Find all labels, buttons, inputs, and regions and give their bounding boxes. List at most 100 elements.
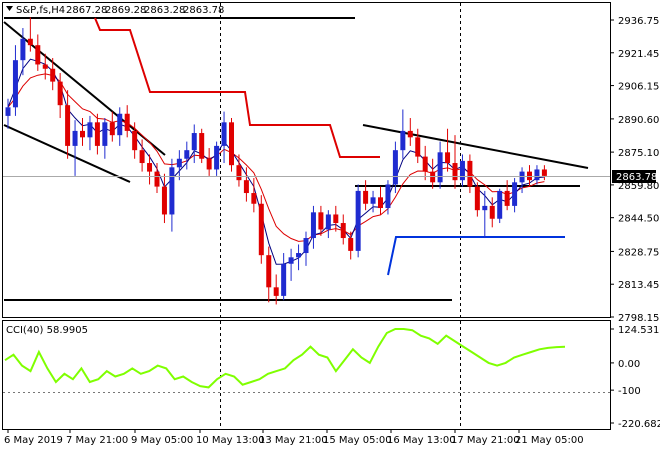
- bull-candle: [482, 205, 488, 211]
- bear-candle: [161, 186, 167, 215]
- price-tick-label: 2844.50: [618, 214, 659, 225]
- bull-candle: [385, 184, 391, 209]
- bull-candle: [497, 190, 503, 219]
- bear-candle: [489, 205, 495, 219]
- bull-candle: [296, 253, 302, 258]
- cci-tick-label: -100: [618, 386, 641, 397]
- low-value: 2863.28: [144, 5, 185, 16]
- bear-candle: [27, 38, 33, 46]
- time-tick-label: 21 May 05:00: [515, 435, 584, 446]
- dropdown-triangle-icon[interactable]: [6, 6, 13, 11]
- bear-candle: [258, 203, 264, 256]
- bear-candle: [132, 130, 138, 151]
- ma-fast-line: [7, 73, 545, 242]
- time-tick-label: 16 May 13:00: [387, 435, 456, 446]
- bear-candle: [251, 193, 257, 204]
- bear-candle: [273, 287, 279, 296]
- price-tick-label: 2828.75: [618, 247, 659, 258]
- price-tick-label: 2890.60: [618, 115, 659, 126]
- cci-tick-label: -220.6828: [618, 419, 660, 430]
- bull-candle: [437, 152, 443, 183]
- bear-candle: [445, 152, 451, 164]
- cci-panel-frame: [2, 320, 611, 430]
- bear-candle: [50, 68, 56, 82]
- open-value: 2867.28: [66, 5, 107, 16]
- bull-candle: [288, 257, 294, 264]
- bear-candle: [42, 64, 48, 69]
- time-tick-label: 10 May 13:00: [196, 435, 265, 446]
- time-tick-label: 9 May 05:00: [131, 435, 193, 446]
- bear-candle: [147, 163, 153, 172]
- bull-candle: [325, 214, 331, 230]
- bull-candle: [221, 122, 227, 146]
- current-price-box: [612, 170, 656, 183]
- time-tick-label: 17 May 21:00: [451, 435, 520, 446]
- time-tick-label: 15 May 05:00: [323, 435, 392, 446]
- price-tick-label: 2906.15: [618, 82, 659, 93]
- bear-candle: [504, 190, 510, 206]
- time-tick-label: 13 May 21:00: [259, 435, 328, 446]
- time-tick-label: 7 May 21:00: [66, 435, 128, 446]
- bull-candle: [534, 169, 540, 181]
- time-tick-label: 6 May 2019: [4, 435, 63, 446]
- bull-candle: [20, 38, 26, 61]
- bull-candle: [214, 145, 220, 170]
- bear-candle: [266, 255, 272, 288]
- bear-candle: [415, 137, 421, 157]
- bear-candle: [154, 171, 160, 187]
- bear-candle: [378, 197, 383, 209]
- bull-candle: [176, 158, 182, 168]
- bear-candle: [229, 122, 234, 166]
- bull-candle: [72, 130, 78, 146]
- bull-candle: [303, 238, 309, 254]
- bear-candle: [139, 150, 145, 164]
- symbol-label: S&P,fs,H4: [16, 5, 65, 16]
- bull-candle: [5, 107, 11, 116]
- bull-candle: [512, 182, 518, 206]
- bear-candle: [363, 190, 369, 204]
- trendlines[interactable]: [3, 21, 589, 183]
- bear-candle: [407, 130, 413, 138]
- bear-candle: [199, 133, 205, 159]
- bear-candle: [541, 169, 547, 176]
- price-tick-label: 2875.10: [618, 148, 659, 159]
- bear-candle: [422, 156, 428, 172]
- bear-candle: [236, 165, 242, 181]
- bear-candle: [109, 122, 115, 136]
- bear-candle: [65, 105, 71, 146]
- price-tick-label: 2798.15: [618, 313, 659, 324]
- price-axis: 2936.75 2921.45 2906.15 2890.60 2875.10 2859.…: [610, 16, 659, 324]
- price-tick-label: 2936.75: [618, 16, 659, 27]
- bull-candle: [459, 160, 465, 181]
- trailing-stop-blue: [387, 236, 565, 276]
- day-separators: [220, 3, 461, 429]
- bull-candle: [169, 167, 175, 215]
- bull-candle: [191, 133, 197, 151]
- close-value: 2863.78: [183, 5, 224, 16]
- bear-candle: [333, 214, 339, 224]
- bear-candle: [35, 45, 41, 65]
- bear-candle: [124, 113, 130, 131]
- bear-candle: [206, 158, 212, 170]
- bull-candle: [355, 190, 361, 251]
- bear-candle: [80, 130, 85, 138]
- cci-tick-label: 124.5313: [618, 325, 660, 336]
- price-tick-label: 2813.45: [618, 280, 659, 291]
- bull-candle: [184, 150, 190, 159]
- bear-candle: [340, 223, 346, 239]
- bear-candle: [243, 180, 249, 194]
- bear-candle: [318, 212, 324, 230]
- price-tick-label: 2921.45: [618, 49, 659, 60]
- cci-tick-label: 0.00: [618, 359, 640, 370]
- high-value: 2869.28: [105, 5, 146, 16]
- cci-axis: 124.5313 0.00 -100 -220.6828: [610, 325, 660, 430]
- bull-candle: [310, 212, 316, 239]
- bull-candle: [87, 122, 93, 138]
- bull-candle: [102, 122, 108, 146]
- bear-candle: [527, 171, 532, 181]
- trailing-stop-red: [94, 17, 380, 158]
- time-axis: 6 May 2019 7 May 21:00 9 May 05:00 10 May 1…: [4, 429, 584, 446]
- candles-group: [5, 17, 547, 305]
- bear-candle: [57, 81, 63, 106]
